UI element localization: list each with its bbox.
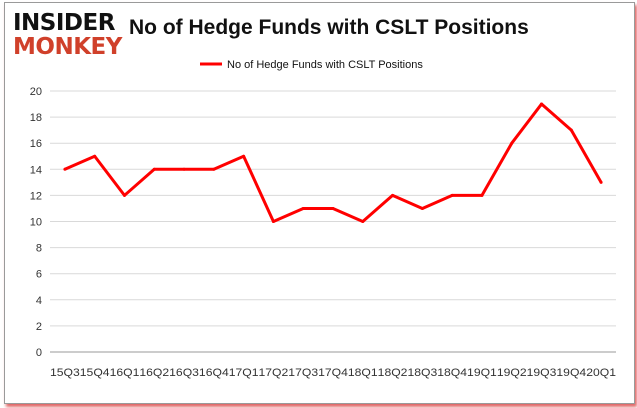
x-tick-label: 16Q3 bbox=[169, 367, 199, 379]
chart-title: No of Hedge Funds with CSLT Positions bbox=[129, 16, 529, 39]
insider-monkey-logo: INSIDER MONKEY bbox=[13, 11, 122, 59]
data-point bbox=[480, 193, 484, 197]
y-tick-label: 2 bbox=[36, 321, 42, 333]
data-point bbox=[510, 141, 514, 145]
x-tick-label: 18Q2 bbox=[378, 367, 408, 379]
line-chart: 0 2 4 6 8 10 12 14 16 18 20 15Q3 15Q4 16Q1 16Q2 16Q3 16Q… bbox=[30, 59, 616, 379]
x-tick-label: 19Q4 bbox=[556, 367, 586, 379]
y-tick-label: 10 bbox=[30, 217, 42, 229]
y-tick-label: 8 bbox=[36, 243, 42, 255]
y-tick-label: 16 bbox=[30, 138, 42, 150]
data-point bbox=[331, 206, 335, 210]
x-tick-label: 19Q1 bbox=[467, 367, 497, 379]
logo-line1: INSIDER bbox=[13, 10, 115, 36]
x-tick-label: 18Q4 bbox=[437, 367, 467, 379]
y-tick-label: 0 bbox=[36, 347, 42, 359]
x-tick-label: 16Q2 bbox=[139, 367, 169, 379]
x-tick-label: 19Q3 bbox=[527, 367, 557, 379]
y-tick-label: 14 bbox=[30, 164, 42, 176]
data-point bbox=[301, 206, 305, 210]
x-tick-label: 17Q3 bbox=[288, 367, 318, 379]
y-tick-label: 18 bbox=[30, 112, 42, 124]
data-point bbox=[361, 220, 365, 223]
data-point bbox=[540, 102, 544, 106]
y-tick-label: 20 bbox=[30, 86, 42, 98]
y-tick-label: 4 bbox=[36, 295, 42, 307]
data-point bbox=[242, 154, 246, 158]
data-point bbox=[63, 167, 67, 171]
chart-frame: INSIDER MONKEY No of Hedge Funds with CS… bbox=[4, 2, 635, 404]
data-point bbox=[182, 167, 186, 171]
series-line bbox=[64, 102, 603, 223]
x-tick-label: 20Q1 bbox=[586, 367, 616, 379]
logo-line2: MONKEY bbox=[13, 34, 122, 60]
x-tick-label: 17Q1 bbox=[229, 367, 259, 379]
data-point bbox=[271, 220, 275, 223]
x-tick-label: 18Q1 bbox=[348, 367, 378, 379]
x-tick-label: 15Q3 bbox=[50, 367, 80, 379]
data-point bbox=[93, 154, 97, 158]
x-tick-label: 16Q4 bbox=[199, 367, 229, 379]
x-tick-label: 19Q2 bbox=[497, 367, 527, 379]
data-point bbox=[122, 193, 126, 197]
y-tick-label: 12 bbox=[30, 190, 42, 202]
data-point bbox=[152, 167, 156, 171]
y-tick-label: 6 bbox=[36, 269, 42, 281]
data-point bbox=[420, 206, 424, 210]
x-tick-label: 16Q1 bbox=[110, 367, 140, 379]
x-tick-label: 18Q3 bbox=[407, 367, 437, 379]
data-point bbox=[391, 193, 395, 197]
data-point bbox=[569, 128, 573, 132]
legend-label: No of Hedge Funds with CSLT Positions bbox=[227, 59, 423, 71]
data-point bbox=[599, 180, 603, 184]
x-tick-label: 17Q2 bbox=[259, 367, 289, 379]
data-point bbox=[212, 167, 216, 171]
data-point bbox=[450, 193, 454, 197]
x-tick-label: 15Q4 bbox=[80, 367, 110, 379]
x-tick-label: 17Q4 bbox=[318, 367, 348, 379]
